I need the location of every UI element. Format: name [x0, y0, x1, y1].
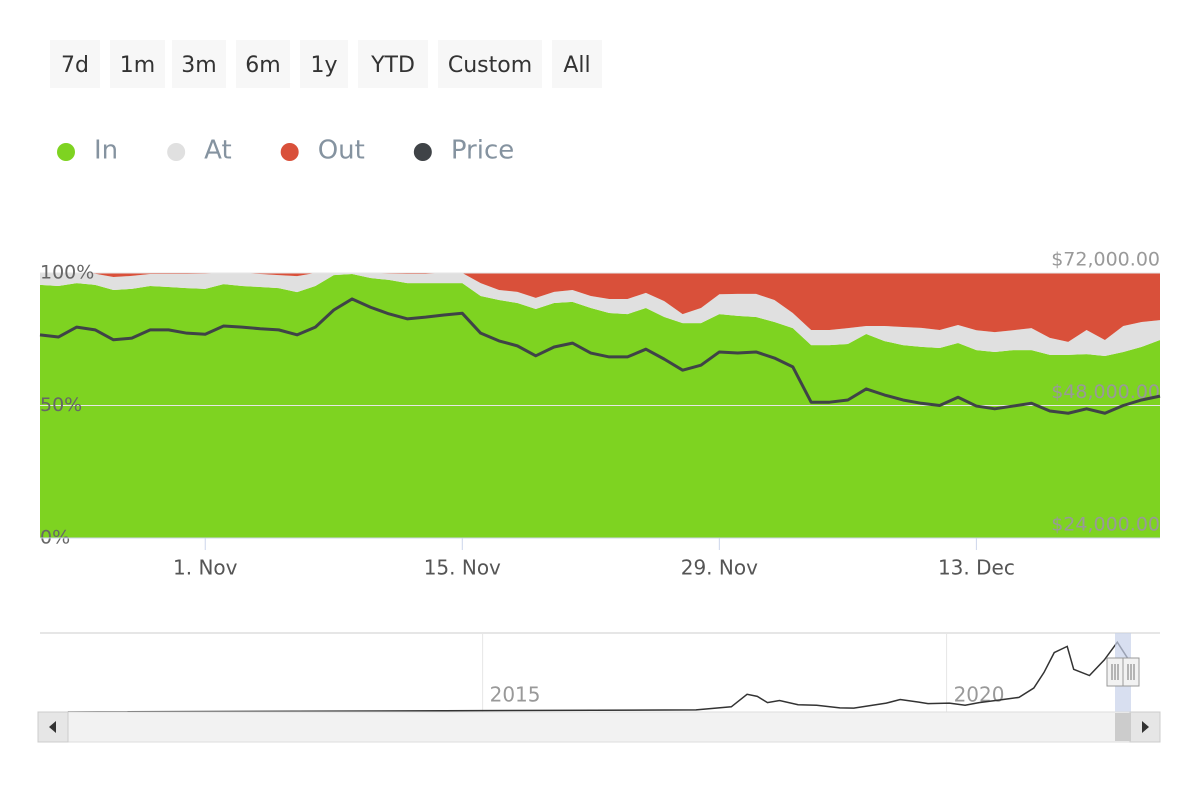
range-button[interactable] [110, 40, 165, 88]
x-tick-label: 1. Nov [173, 556, 238, 580]
range-button-label[interactable]: 6m [245, 53, 280, 78]
legend-label[interactable]: Out [318, 136, 365, 166]
area [40, 273, 1160, 356]
handle-grip [1127, 664, 1135, 680]
range-button-label[interactable]: 1m [120, 53, 155, 78]
y2-tick-label: $72,000.00 [1051, 249, 1160, 271]
legend-marker[interactable] [57, 143, 75, 161]
range-button-label[interactable]: All [563, 53, 590, 78]
x-tick-label: 29. Nov [681, 556, 758, 580]
range-selector: 7d 1m 3m 6m 1y YTD Custom All [50, 40, 602, 88]
x-tick-label: 15. Nov [424, 556, 501, 580]
y-tick-label: 50% [40, 394, 82, 416]
handle-grip [1111, 664, 1119, 680]
range-button-label[interactable]: Custom [448, 53, 532, 78]
area [40, 274, 1160, 538]
legend-label[interactable]: At [204, 136, 232, 166]
navigator: 2015 2020 [37, 632, 1161, 743]
range-button[interactable] [358, 40, 428, 88]
y2-tick-label: $24,000.00 [1051, 514, 1160, 536]
legend-marker[interactable] [280, 143, 299, 161]
scrollbar-track[interactable] [37, 711, 1161, 743]
range-button[interactable] [300, 40, 348, 88]
arrow-left [49, 721, 56, 733]
arrow-right [1142, 721, 1149, 733]
scrollbar-thumb[interactable] [1115, 713, 1131, 741]
range-button-label[interactable]: 1y [310, 53, 337, 78]
x-tick-label: 13. Dec [938, 556, 1015, 580]
range-button-label[interactable]: YTD [370, 53, 415, 78]
legend: In At Out Price [57, 136, 514, 166]
legend-marker[interactable] [167, 143, 186, 161]
y2-tick-label: $48,000.00 [1051, 381, 1160, 403]
price-line [39, 297, 1161, 415]
navigator-tick-label: 2015 [490, 683, 541, 707]
legend-label[interactable]: Price [451, 136, 514, 166]
range-button[interactable] [50, 40, 100, 88]
plot-area: 0%50%100%$24,000.00$48,000.00$72,000.001… [39, 249, 1161, 580]
range-button-label[interactable]: 7d [61, 53, 89, 78]
range-button[interactable] [552, 40, 602, 88]
legend-marker[interactable] [413, 143, 432, 161]
range-button[interactable] [236, 40, 290, 88]
navigator-line [67, 640, 1131, 713]
range-button-label[interactable]: 3m [181, 53, 216, 78]
range-button[interactable] [438, 40, 542, 88]
range-button[interactable] [172, 40, 226, 88]
area [40, 272, 1160, 342]
legend-label[interactable]: In [94, 136, 118, 166]
y-tick-label: 100% [40, 262, 94, 284]
